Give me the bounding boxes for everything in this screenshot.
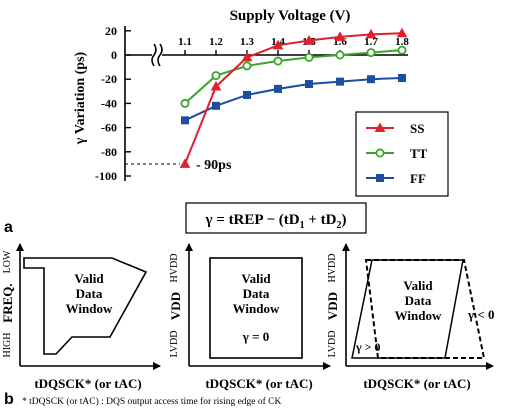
diagram-panel-b: Valid Data Window LOW FREQ. HIGH tDQSCK*… — [0, 243, 495, 408]
legend-label-ff: FF — [410, 171, 426, 186]
data-point-ss — [396, 27, 408, 38]
d2-condition-label: γ = 0 — [242, 329, 270, 344]
data-point-tt — [366, 48, 376, 58]
d2-window-shape — [209, 257, 303, 359]
data-point-ss — [241, 51, 253, 62]
data-point-tt — [273, 56, 283, 66]
data-point-tt — [335, 50, 345, 60]
chart-title: Supply Voltage (V) — [230, 8, 351, 24]
equation-box — [185, 202, 367, 234]
legend-marker-ff — [376, 174, 384, 182]
data-point-ss — [334, 31, 346, 41]
data-point-tt — [211, 71, 221, 81]
y-tick-label: -60 — [101, 121, 117, 135]
x-tick-label: 1.1 — [178, 36, 192, 48]
d3-window-text-3: Window — [395, 308, 442, 323]
d3-x-axis-label: tDQSCK* (or tAC) — [363, 376, 470, 391]
series-line-ff — [184, 76, 403, 122]
panel-label-a: a — [4, 219, 13, 236]
footnote: * tDQSCK (or tAC) : DQS output access ti… — [22, 396, 282, 407]
data-point-ff — [212, 101, 220, 110]
d2-x-axis-label: tDQSCK* (or tAC) — [205, 376, 312, 391]
d1-x-axis-label: tDQSCK* (or tAC) — [34, 376, 141, 391]
y-ticks: 20 0 -20 -40 -60 -80 -100 — [95, 24, 131, 183]
panel-label-b: b — [4, 391, 14, 408]
data-point-ff — [274, 84, 282, 93]
data-point-tt — [180, 98, 190, 108]
data-point-ff — [398, 73, 406, 82]
data-point-ff — [336, 77, 344, 86]
chart-panel-a: Supply Voltage (V) γ Variation (ps) 20 0 -… — [4, 8, 449, 236]
legend-marker-ss — [374, 122, 386, 132]
d3-condition-negative-label: γ < 0 — [467, 307, 495, 322]
data-point-ss — [272, 39, 284, 50]
d3-y-top-label: HVDD — [327, 254, 338, 283]
d1-window-text-3: Window — [66, 301, 113, 316]
x-tick-label: 1.2 — [209, 36, 223, 48]
x-tick-label: 1.3 — [240, 36, 254, 48]
diagram-frequency: Valid Data Window LOW FREQ. HIGH tDQSCK*… — [0, 243, 161, 391]
d3-y-bottom-label: LVDD — [327, 331, 338, 358]
legend-label-tt: TT — [410, 146, 428, 161]
d3-y-axis-label: VDD — [325, 292, 340, 320]
x-ticks: 1.11.21.31.41.51.61.71.8 — [178, 36, 409, 55]
d1-y-top-label: LOW — [2, 250, 13, 273]
d3-window-gamma-negative — [364, 259, 486, 359]
d3-window-text-2: Data — [405, 293, 432, 308]
data-point-ss — [179, 158, 191, 168]
d2-window-text-1: Valid — [241, 271, 271, 286]
d1-window-shape — [23, 257, 148, 355]
data-point-ss — [303, 34, 315, 45]
d3-window-text-1: Valid — [403, 278, 433, 293]
annotation-label: - 90ps — [196, 158, 232, 173]
equation: γ = tREP − (tD1 + tD2) — [185, 202, 367, 234]
data-point-tt — [304, 52, 314, 62]
y-tick-label: 0 — [111, 48, 117, 62]
d2-window-text-2: Data — [243, 286, 270, 301]
y-tick-label: 20 — [105, 24, 117, 38]
series-line-tt — [184, 49, 403, 105]
d1-window-text-2: Data — [76, 286, 103, 301]
data-point-ff — [305, 80, 313, 89]
data-point-ff — [181, 116, 189, 125]
y-tick-label: -100 — [95, 169, 117, 183]
d2-y-axis-label: VDD — [168, 292, 183, 320]
x-tick-label: 1.7 — [364, 36, 378, 48]
data-point-ss — [365, 28, 377, 39]
data-point-ff — [243, 90, 251, 99]
x-tick-label: 1.8 — [395, 36, 409, 48]
d2-window-text-3: Window — [233, 301, 280, 316]
d1-window-text-1: Valid — [74, 271, 104, 286]
diagram-vdd-gamma-zero: Valid Data Window γ = 0 HVDD VDD LVDD tD… — [168, 243, 331, 391]
legend-marker-tt — [375, 148, 385, 158]
d1-y-axis-label: FREQ. — [0, 283, 15, 322]
data-point-ff — [367, 75, 375, 84]
d2-y-top-label: HVDD — [169, 254, 180, 283]
y-axis-title: γ Variation (ps) — [73, 51, 88, 145]
d3-condition-positive-label: γ > 0 — [355, 340, 380, 354]
data-point-ss — [210, 80, 222, 91]
data-point-tt — [397, 45, 407, 55]
diagram-vdd-gamma-nonzero: Valid Data Window γ < 0 γ > 0 HVDD VDD L… — [325, 243, 495, 391]
series-line-ss — [184, 32, 403, 165]
series-group — [179, 27, 408, 168]
d2-y-bottom-label: LVDD — [169, 331, 180, 358]
d1-y-bottom-label: HIGH — [2, 333, 13, 358]
y-tick-label: -40 — [101, 96, 117, 110]
y-tick-label: -20 — [101, 72, 117, 86]
equation-text: γ = tREP − (tD1 + tD2) — [205, 212, 347, 231]
y-tick-label: -80 — [101, 145, 117, 159]
legend: SS TT FF — [355, 111, 449, 197]
data-point-tt — [242, 61, 252, 71]
axis-break — [151, 43, 163, 67]
legend-label-ss: SS — [410, 121, 424, 136]
